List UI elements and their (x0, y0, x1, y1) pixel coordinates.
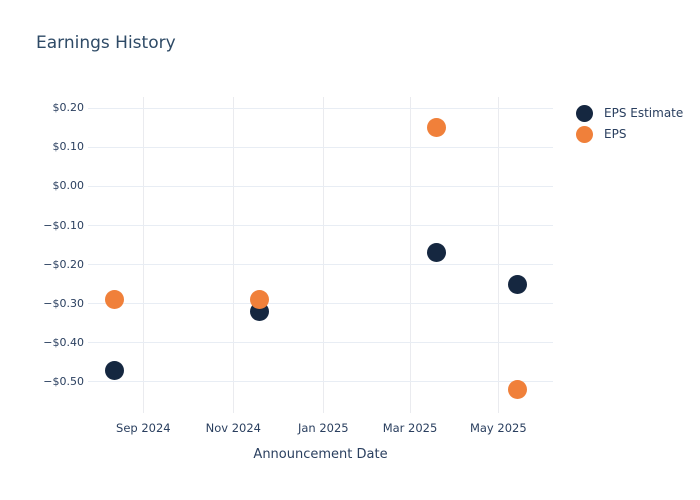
h-gridline (88, 146, 553, 148)
y-tick-label: $0.00 (52, 179, 85, 193)
x-tick-label: Nov 2024 (205, 421, 261, 435)
legend-item-eps-estimate[interactable]: EPS Estimate (576, 103, 683, 123)
eps-estimate-point[interactable] (508, 274, 528, 294)
chart-title: Earnings History (36, 33, 176, 53)
legend-item-eps[interactable]: EPS (576, 124, 683, 144)
eps-estimate-point[interactable] (105, 360, 125, 380)
h-gridline (88, 381, 553, 383)
eps-point[interactable] (508, 380, 528, 400)
h-gridline (88, 264, 553, 266)
plot-area[interactable] (88, 97, 553, 413)
legend: EPS Estimate EPS (576, 103, 683, 145)
h-gridline (88, 107, 553, 109)
h-gridline (88, 303, 553, 305)
x-tick-label: Sep 2024 (116, 421, 171, 435)
x-tick-label: Jan 2025 (297, 421, 349, 435)
legend-label-eps: EPS (604, 127, 627, 141)
x-tick-label: May 2025 (469, 421, 527, 435)
y-tick-label: −$0.20 (43, 257, 84, 271)
y-tick-label: −$0.40 (43, 335, 84, 349)
y-tick-label: −$0.30 (43, 296, 84, 310)
y-tick-label: −$0.50 (43, 374, 84, 388)
eps-estimate-marker-icon (576, 104, 593, 122)
h-gridline (88, 342, 553, 344)
eps-point[interactable] (105, 290, 125, 310)
eps-point[interactable] (426, 118, 446, 138)
x-tick-label: Mar 2025 (382, 421, 438, 435)
y-tick-label: $0.20 (52, 101, 85, 115)
v-gridline (322, 97, 324, 413)
eps-marker-icon (576, 125, 593, 143)
v-gridline (142, 97, 144, 413)
y-tick-label: $0.10 (52, 140, 85, 154)
eps-estimate-point[interactable] (426, 243, 446, 263)
h-gridline (88, 225, 553, 226)
v-gridline (497, 97, 499, 413)
h-gridline (88, 185, 553, 187)
legend-label-eps-estimate: EPS Estimate (604, 106, 684, 120)
v-gridline (232, 97, 234, 413)
v-gridline (409, 97, 411, 413)
y-tick-label: −$0.10 (43, 218, 84, 232)
eps-point[interactable] (250, 290, 270, 310)
x-axis-title: Announcement Date (253, 447, 388, 462)
